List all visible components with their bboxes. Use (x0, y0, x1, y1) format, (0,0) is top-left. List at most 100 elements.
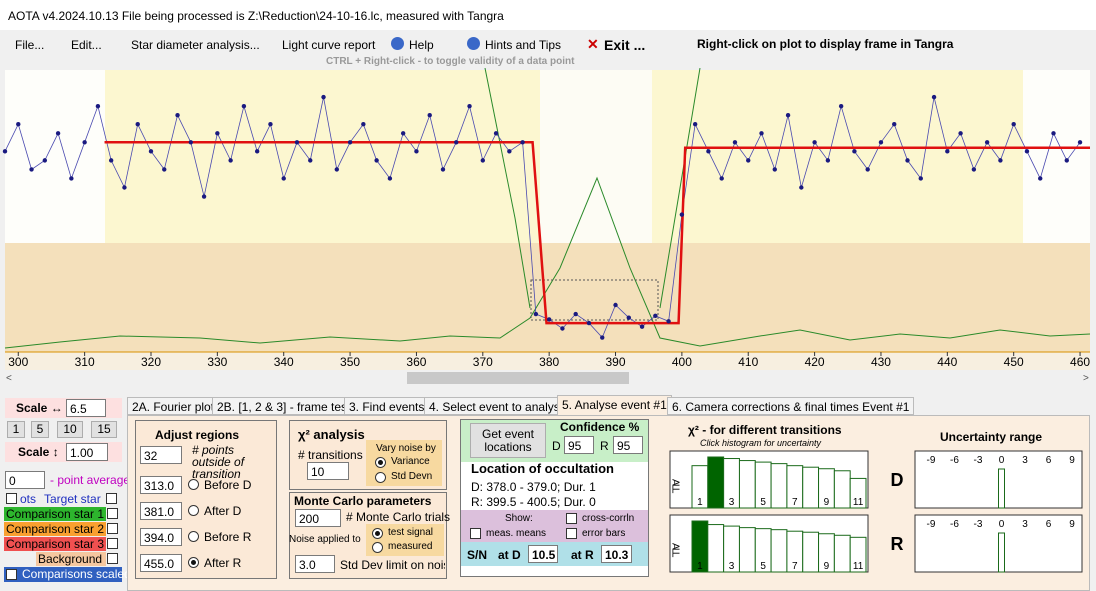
data-line (4, 97, 1081, 339)
sn-r: 10.3 (601, 545, 632, 563)
data-point (69, 176, 74, 181)
chi2-title: χ² analysis (298, 427, 365, 442)
unc-label: 0 (999, 519, 1005, 530)
data-point (945, 149, 950, 154)
light-curve-plot[interactable]: 300 310 320 330 340 350 360 370 380 390 400 410 420 4… (0, 68, 1096, 386)
data-point (493, 131, 499, 136)
tab-active[interactable]: 5. Analyse event #1 (557, 395, 672, 416)
region-input[interactable]: 313.0 (140, 476, 182, 494)
histogram-area[interactable]: A L L 1 3 5 7 9 11 D -9 -6 -3 0 3 6 9 A L L 1 3 5 7 9 11 R -9 -6… (660, 445, 1090, 585)
menu-help[interactable]: Help (409, 38, 434, 52)
checkbox[interactable] (6, 569, 17, 580)
trials-input[interactable]: 200 (295, 509, 341, 527)
means-label: meas. means (486, 528, 547, 539)
get-locations-button[interactable]: Get event locations (470, 423, 546, 458)
hist-label: 11 (853, 561, 864, 572)
menu-edit[interactable]: Edit... (71, 38, 102, 52)
scroll-right[interactable]: > (1083, 373, 1089, 384)
checkbox[interactable] (107, 553, 118, 564)
region-input[interactable]: 381.0 (140, 502, 182, 520)
scale-btn[interactable]: 5 (31, 421, 49, 438)
x-tick-label: 420 (805, 355, 825, 369)
model-line (104, 141, 1090, 325)
scale-v-input[interactable]: 1.00 (66, 443, 108, 461)
data-point (772, 167, 777, 172)
tab[interactable]: 3. Find events (344, 397, 430, 415)
hist-label: 11 (853, 497, 864, 508)
noise-option: measured (388, 541, 433, 552)
x-tick-label: 300 (8, 355, 28, 369)
title-bar (0, 0, 1096, 30)
r-confidence[interactable]: 95 (613, 436, 643, 454)
region-input[interactable]: 394.0 (140, 528, 182, 546)
region-label: After R (204, 556, 242, 570)
data-point (971, 167, 977, 172)
checkbox[interactable] (470, 528, 481, 539)
menu-report[interactable]: Light curve report (282, 38, 376, 52)
scroll-left[interactable]: < (6, 373, 12, 384)
region-label: Before R (204, 530, 252, 544)
hist-bar (833, 470, 851, 509)
scale-btn[interactable]: 1 (7, 421, 25, 438)
data-point (546, 317, 552, 322)
scale-btn[interactable]: 15 (91, 421, 117, 438)
x-tick-label: 360 (406, 355, 426, 369)
tab[interactable]: 2B. [1, 2 & 3] - frame test (212, 397, 356, 415)
region-input[interactable]: 455.0 (140, 554, 182, 572)
tab[interactable]: 4. Select event to analyse (424, 397, 572, 415)
radio[interactable] (375, 472, 386, 483)
menu-star[interactable]: Star diameter analysis... (131, 38, 260, 52)
checkbox[interactable] (566, 513, 577, 524)
data-point (29, 167, 34, 172)
data-point (892, 122, 897, 127)
checkbox[interactable] (106, 493, 117, 504)
radio[interactable] (375, 457, 386, 468)
radio[interactable] (372, 528, 383, 539)
menu-hints[interactable]: Hints and Tips (485, 38, 562, 52)
tab[interactable]: 2A. Fourier plot (127, 397, 220, 415)
hist-bar (802, 531, 820, 573)
data-point (1051, 131, 1056, 136)
unc-label: -3 (974, 455, 983, 466)
event-box (530, 279, 659, 321)
data-point (148, 149, 154, 154)
limit-input[interactable]: 3.0 (295, 555, 335, 573)
data-point (427, 112, 432, 118)
data-point (958, 131, 963, 136)
show-label: Show: (505, 513, 533, 524)
d-confidence[interactable]: 95 (564, 436, 594, 454)
data-point (639, 324, 645, 329)
scroll-thumb[interactable] (407, 372, 629, 384)
hist-bar (849, 536, 867, 573)
transitions-input[interactable]: 10 (307, 462, 349, 480)
menu-file[interactable]: File... (15, 38, 45, 52)
data-point (480, 158, 485, 163)
x-tick-label: 440 (937, 355, 957, 369)
checkbox[interactable] (566, 528, 577, 539)
data-point (1077, 140, 1083, 145)
data-point (2, 149, 8, 154)
points-input[interactable]: 32 (140, 446, 182, 464)
menu-exit[interactable]: Exit ... (604, 37, 646, 53)
unc-label: 6 (1046, 519, 1052, 530)
x-tick-label: 320 (141, 355, 161, 369)
radio (188, 531, 199, 542)
checkbox[interactable] (107, 538, 118, 549)
noise-option: test signal (388, 527, 434, 538)
average-input[interactable]: 0 (5, 471, 45, 489)
checkbox[interactable] (107, 523, 118, 534)
data-point (414, 149, 419, 154)
scale-btn[interactable]: 10 (57, 421, 83, 438)
data-point (666, 319, 671, 324)
data-point (1024, 149, 1030, 154)
scale-h-label: Scale ↔ (16, 401, 63, 415)
tab[interactable]: 6. Camera corrections & final times Even… (667, 397, 915, 415)
radio[interactable] (372, 542, 383, 553)
scale-h-input[interactable]: 6.5 (66, 399, 106, 417)
hist-label: 1 (697, 497, 703, 508)
hist-label: 3 (729, 497, 735, 508)
checkbox[interactable] (107, 508, 118, 519)
data-point (215, 131, 220, 136)
checkbox[interactable] (6, 493, 17, 504)
background-label: Background (36, 552, 106, 566)
